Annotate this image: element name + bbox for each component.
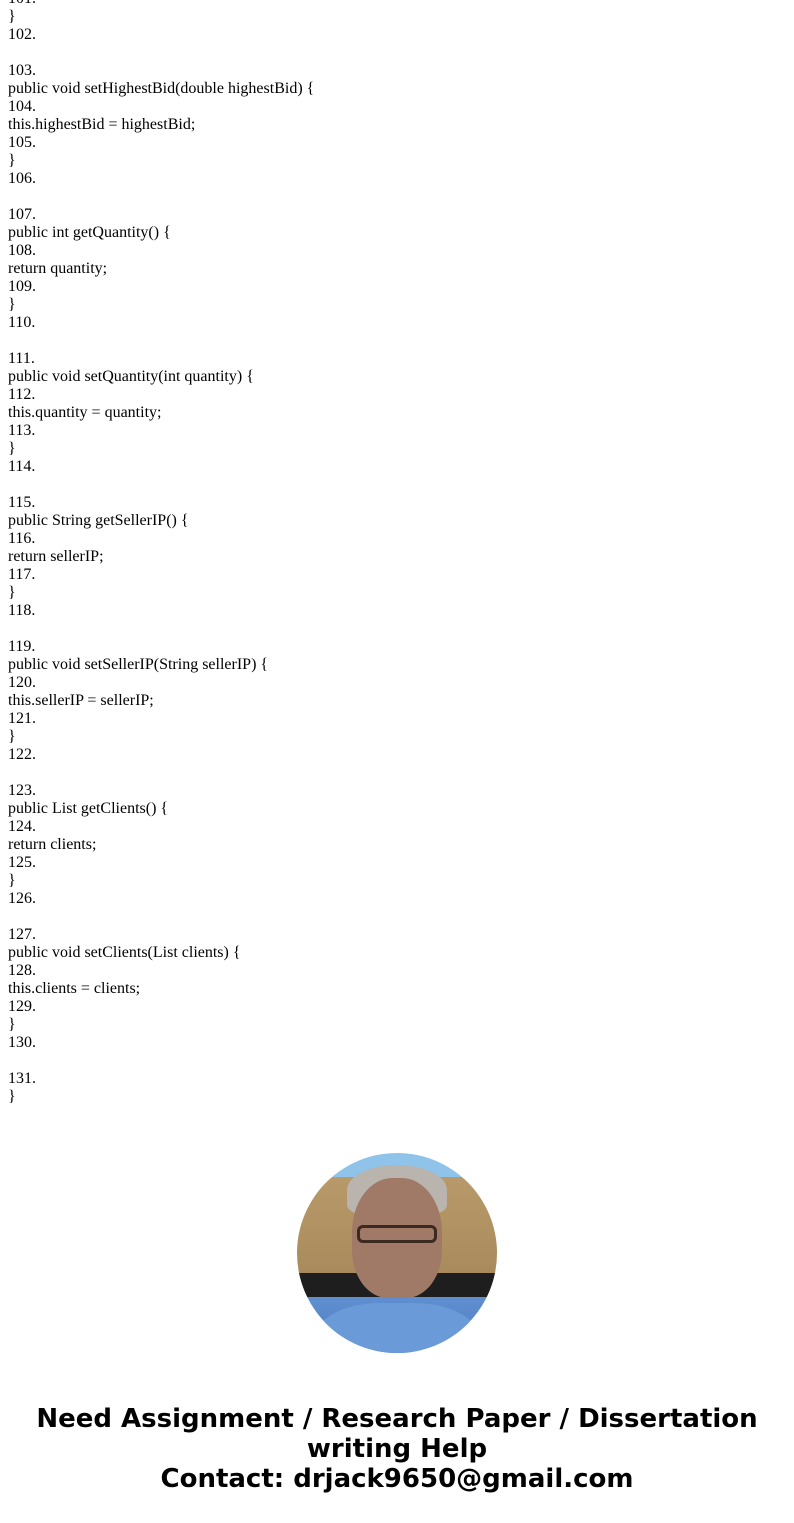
code-line: 125. bbox=[8, 854, 36, 871]
code-line: 117. bbox=[8, 566, 36, 583]
code-line: this.quantity = quantity; bbox=[8, 404, 162, 421]
code-line: 104. bbox=[8, 98, 36, 115]
code-line: 122. bbox=[8, 746, 36, 763]
code-line: 111. bbox=[8, 350, 35, 367]
code-line: } bbox=[8, 584, 16, 601]
code-line: 129. bbox=[8, 998, 36, 1015]
code-line: } bbox=[8, 872, 16, 889]
code-line: 128. bbox=[8, 962, 36, 979]
code-line: 102. bbox=[8, 26, 36, 43]
code-line: 114. bbox=[8, 458, 36, 475]
code-line: } bbox=[8, 728, 16, 745]
code-line: 119. bbox=[8, 638, 36, 655]
code-line: 107. bbox=[8, 206, 36, 223]
code-line bbox=[8, 332, 314, 350]
code-line bbox=[8, 1052, 314, 1070]
code-line: this.clients = clients; bbox=[8, 980, 141, 997]
contact-email: Contact: drjack9650@gmail.com bbox=[160, 1464, 634, 1494]
code-line bbox=[8, 476, 314, 494]
code-listing: 101.}102.103.public void setHighestBid(d… bbox=[8, 0, 314, 1106]
code-line bbox=[8, 908, 314, 926]
code-line: 103. bbox=[8, 62, 36, 79]
code-line: 131. bbox=[8, 1070, 36, 1087]
code-line: return quantity; bbox=[8, 260, 108, 277]
code-line: 124. bbox=[8, 818, 36, 835]
code-line: 116. bbox=[8, 530, 36, 547]
code-line: 130. bbox=[8, 1034, 36, 1051]
code-line: return sellerIP; bbox=[8, 548, 104, 565]
code-line: } bbox=[8, 1088, 16, 1105]
code-line: public String getSellerIP() { bbox=[8, 512, 189, 529]
code-line: public List getClients() { bbox=[8, 800, 169, 817]
code-line: } bbox=[8, 296, 16, 313]
contact-banner: Need Assignment / Research Paper / Disse… bbox=[0, 1404, 794, 1494]
code-line: } bbox=[8, 440, 16, 457]
code-line: 106. bbox=[8, 170, 36, 187]
code-line: 108. bbox=[8, 242, 36, 259]
code-line: 126. bbox=[8, 890, 36, 907]
code-line bbox=[8, 188, 314, 206]
author-photo bbox=[297, 1153, 497, 1353]
code-line: public void setClients(List clients) { bbox=[8, 944, 241, 961]
code-line: 118. bbox=[8, 602, 36, 619]
code-line: 120. bbox=[8, 674, 36, 691]
code-line: return clients; bbox=[8, 836, 97, 853]
code-line: this.highestBid = highestBid; bbox=[8, 116, 196, 133]
code-line: this.sellerIP = sellerIP; bbox=[8, 692, 154, 709]
code-line: 121. bbox=[8, 710, 36, 727]
code-line: 110. bbox=[8, 314, 36, 331]
code-line: } bbox=[8, 152, 16, 169]
code-line: 123. bbox=[8, 782, 36, 799]
code-line bbox=[8, 620, 314, 638]
banner-line-1: Need Assignment / Research Paper / Disse… bbox=[36, 1404, 758, 1434]
code-line: public void setHighestBid(double highest… bbox=[8, 80, 315, 97]
code-line: 101. bbox=[8, 0, 314, 8]
code-line: public int getQuantity() { bbox=[8, 224, 171, 241]
code-line: public void setSellerIP(String sellerIP)… bbox=[8, 656, 269, 673]
banner-line-2: writing Help bbox=[306, 1434, 488, 1464]
code-line: public void setQuantity(int quantity) { bbox=[8, 368, 254, 385]
code-line: 109. bbox=[8, 278, 36, 295]
code-line: 113. bbox=[8, 422, 36, 439]
code-line: } bbox=[8, 1016, 16, 1033]
code-line bbox=[8, 764, 314, 782]
code-line: } bbox=[8, 8, 16, 25]
code-line: 115. bbox=[8, 494, 36, 511]
code-line bbox=[8, 44, 314, 62]
code-line: 112. bbox=[8, 386, 36, 403]
code-line: 105. bbox=[8, 134, 36, 151]
code-line: 127. bbox=[8, 926, 36, 943]
